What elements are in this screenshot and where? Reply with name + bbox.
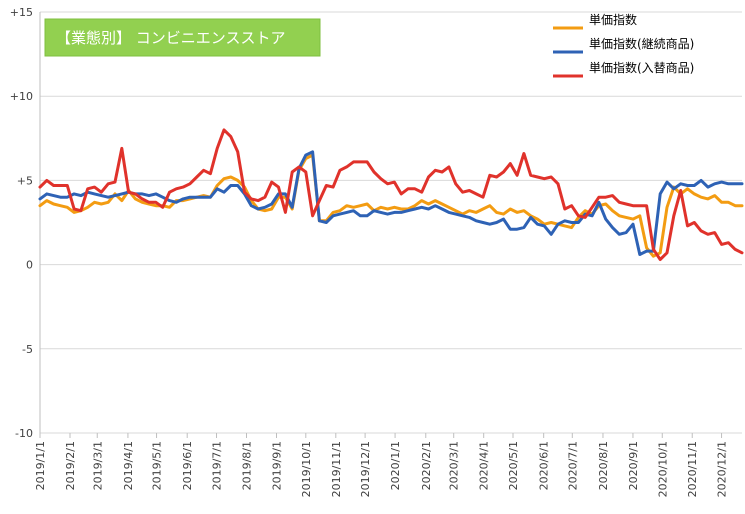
x-tick-label: 2019/4/1	[122, 441, 135, 490]
y-tick-label: -10	[15, 427, 33, 440]
x-tick-label: 2020/2/1	[420, 441, 433, 490]
legend-label: 単価指数(入替商品)	[589, 60, 694, 75]
x-tick-label: 2019/7/1	[211, 441, 224, 490]
series-line	[38, 150, 744, 256]
y-tick-label: 0	[26, 259, 33, 272]
x-tick-label: 2019/5/1	[151, 441, 164, 490]
x-tick-label: 2020/11/1	[686, 441, 699, 497]
x-tick-label: 2020/4/1	[478, 441, 491, 490]
x-tick-label: 2019/6/1	[181, 441, 194, 490]
x-tick-label: 2020/7/1	[566, 441, 579, 490]
x-tick-label: 2019/9/1	[270, 441, 283, 490]
x-tick-label: 2020/6/1	[538, 441, 551, 490]
chart-title-box: 【業態別】 コンビニエンスストア	[44, 18, 321, 57]
series-line	[38, 153, 744, 258]
x-tick-label: 2020/3/1	[448, 441, 461, 490]
x-tick-label: 2019/12/1	[359, 441, 372, 497]
y-tick-label: +10	[10, 90, 33, 103]
x-tick-label: 2019/2/1	[64, 441, 77, 490]
series-line	[38, 128, 744, 261]
y-tick-label: -5	[22, 343, 33, 356]
x-tick-label: 2019/1/1	[34, 441, 47, 490]
y-tick-label: +5	[17, 174, 33, 187]
grid-lines	[40, 11, 742, 434]
x-tick-label: 2020/9/1	[627, 441, 640, 490]
legend-label: 単価指数(継続商品)	[589, 36, 694, 51]
series-lines	[38, 128, 744, 261]
x-tick-label: 2019/11/1	[330, 441, 343, 497]
x-tick-label: 2020/8/1	[597, 441, 610, 490]
x-tick-label: 2019/3/1	[91, 441, 104, 490]
x-tick-label: 2019/8/1	[241, 441, 254, 490]
x-tick-label: 2020/10/1	[656, 441, 669, 497]
x-tick-label: 2019/10/1	[300, 441, 313, 497]
y-tick-label: +15	[10, 6, 33, 19]
x-tick-label: 2020/5/1	[507, 441, 520, 490]
x-tick-label: 2020/1/1	[389, 441, 402, 490]
chart-title: 【業態別】 コンビニエンスストア	[56, 29, 285, 47]
x-tick-label: 2020/12/1	[716, 441, 729, 497]
title-background	[44, 18, 321, 57]
legend-label: 単価指数	[589, 12, 637, 27]
